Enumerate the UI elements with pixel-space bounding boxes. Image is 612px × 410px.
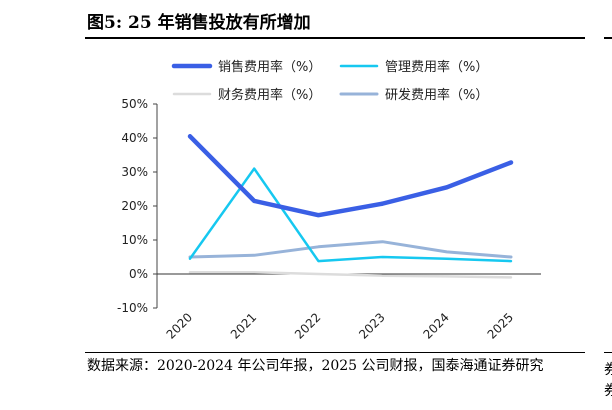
series-line xyxy=(188,167,513,263)
series-line xyxy=(187,134,514,218)
line-chart: 50% 40% 30% 20% 10% 0% -10% 2020 2021 2022 2023 202… xyxy=(117,59,541,342)
y-tick-label: 20% xyxy=(121,199,148,213)
x-tick-label: 2023 xyxy=(356,310,387,341)
legend-label: 研发费用率（%） xyxy=(385,87,488,103)
legend-label: 销售费用率（%） xyxy=(218,59,321,75)
source-note: 数据来源：2020-2024 年公司年报，2025 公司财报，国泰海通证券研究 xyxy=(87,358,544,374)
x-tick-label: 2021 xyxy=(228,310,259,341)
x-tick-label: 2022 xyxy=(292,310,323,341)
legend-label: 管理费用率（%） xyxy=(385,59,488,75)
source-rule xyxy=(85,352,585,353)
legend-label: 财务费用率（%） xyxy=(218,87,321,103)
adjacent-column-fragment: 券券 xyxy=(604,362,612,399)
y-tick-label: -10% xyxy=(117,301,148,315)
x-tick-label: 2024 xyxy=(420,310,451,341)
y-tick-label: 50% xyxy=(121,97,148,111)
adjacent-source-rule xyxy=(604,352,612,353)
figure-title: 图5: 25 年销售投放有所增加 xyxy=(87,13,311,33)
x-tick-label: 2020 xyxy=(164,310,195,341)
y-tick-label: 30% xyxy=(121,165,148,179)
title-rule xyxy=(85,37,585,39)
x-tick-label: 2025 xyxy=(485,310,516,341)
y-tick-label: 10% xyxy=(121,233,148,247)
y-tick-label: 0% xyxy=(129,267,148,281)
y-tick-label: 40% xyxy=(121,131,148,145)
adjacent-title-rule xyxy=(604,37,612,39)
series-line xyxy=(188,271,513,279)
series-line xyxy=(188,240,513,259)
